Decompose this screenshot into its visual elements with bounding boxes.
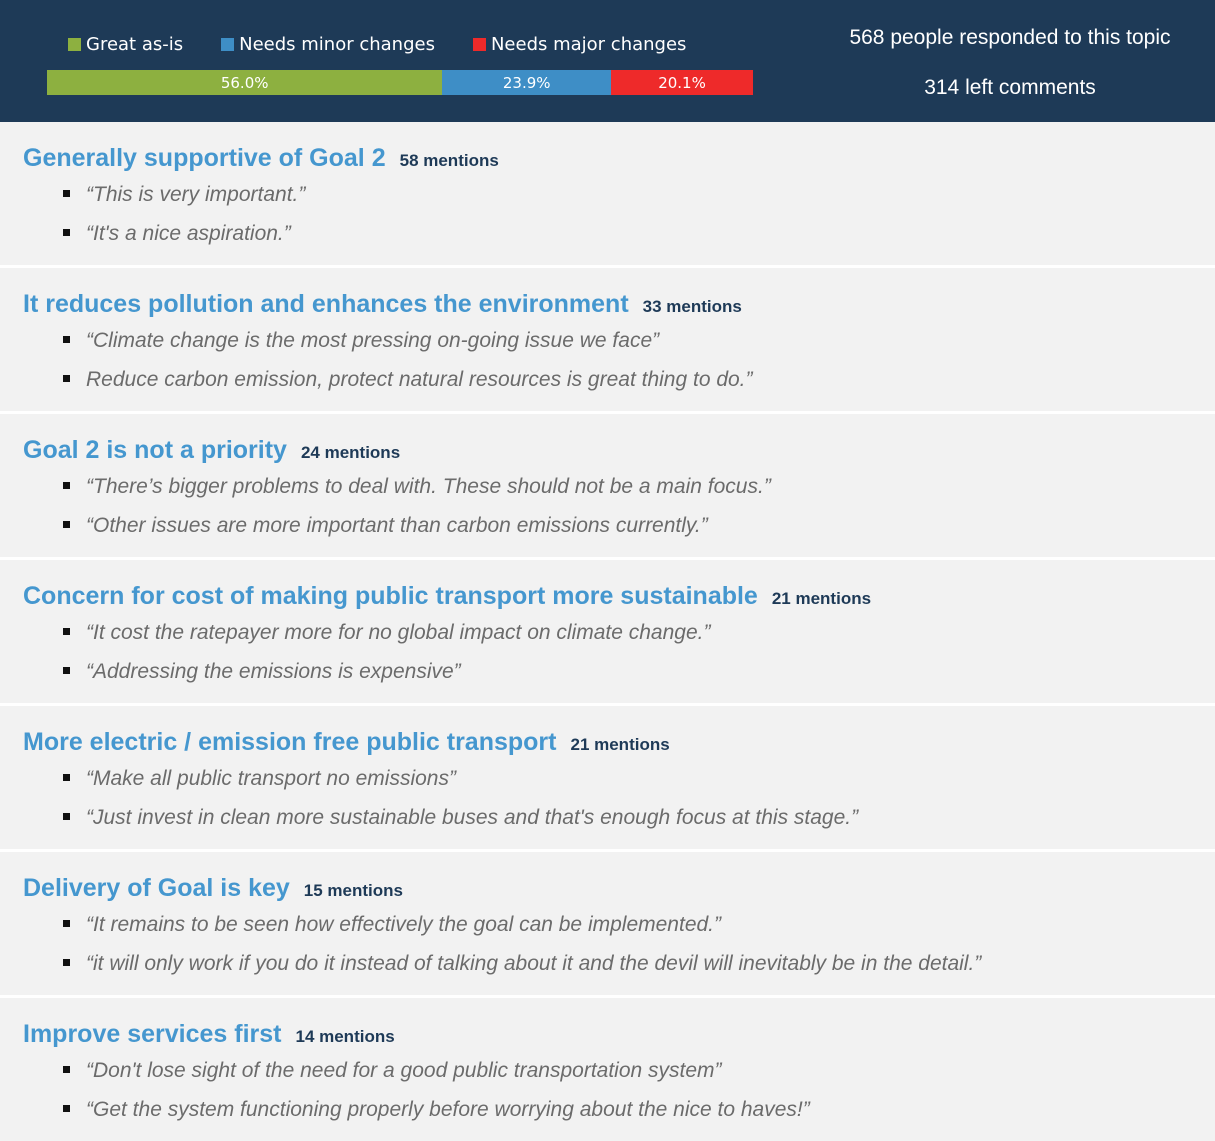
quote: “Addressing the emissions is expensive” xyxy=(63,656,1215,687)
theme: Improve services first 14 mentions “Don't … xyxy=(0,998,1215,1141)
mention-count: 24 mentions xyxy=(300,443,401,462)
quote-list: “This is very important.” “It's a nice as… xyxy=(23,179,1215,249)
mention-count: 15 mentions xyxy=(303,881,403,900)
theme: Goal 2 is not a priority 24 mentions “Ther… xyxy=(0,414,1215,560)
bar-segment: 20.1% xyxy=(611,70,753,95)
quote: “It remains to be seen how effectively t… xyxy=(63,909,1215,940)
quote: “Don't lose sight of the need for a good… xyxy=(63,1055,1215,1086)
quote-list: “There’s bigger problems to deal with. T… xyxy=(23,471,1215,541)
mention-count: 33 mentions xyxy=(642,297,742,316)
quote: “It's a nice aspiration.” xyxy=(63,218,1215,249)
legend-label: Needs major changes xyxy=(490,34,687,55)
value-label: 56.0% xyxy=(220,73,269,92)
quote-list: “Don't lose sight of the need for a good… xyxy=(23,1055,1215,1125)
legend-swatch xyxy=(68,38,81,51)
stat: 568 people responded to this topic xyxy=(849,26,1171,49)
stacked-bar: 56.0% 23.9% 20.1% xyxy=(47,70,753,95)
quote: “Climate change is the most pressing on-… xyxy=(63,325,1215,356)
theme: Concern for cost of making public transp… xyxy=(0,560,1215,706)
legend-label: Great as-is xyxy=(86,34,184,55)
theme: Generally supportive of Goal 2 58 mention… xyxy=(0,122,1215,268)
quote: Reduce carbon emission, protect natural … xyxy=(63,364,1215,395)
header: Great as-is Needs minor changes Needs majo… xyxy=(0,0,1215,122)
theme-heading: Goal 2 is not a priority 24 mentions xyxy=(23,436,1215,465)
legend: Great as-is Needs minor changes Needs majo… xyxy=(68,34,686,55)
theme-heading: More electric / emission free public tra… xyxy=(23,728,1215,757)
theme-title: Delivery of Goal is key xyxy=(23,874,290,902)
bar-segment: 23.9% xyxy=(442,70,612,95)
quote-list: “It cost the ratepayer more for no globa… xyxy=(23,617,1215,687)
quote-list: “Climate change is the most pressing on-… xyxy=(23,325,1215,395)
quote: “Get the system functioning properly bef… xyxy=(63,1094,1215,1125)
quote: “It cost the ratepayer more for no globa… xyxy=(63,617,1215,648)
quote: “There’s bigger problems to deal with. T… xyxy=(63,471,1215,502)
legend-swatch xyxy=(472,38,486,51)
quote: “Just invest in clean more sustainable b… xyxy=(63,802,1215,833)
theme-title: It reduces pollution and enhances the en… xyxy=(23,290,629,318)
quote-list: “Make all public transport no emissions”… xyxy=(23,763,1215,833)
quote-list: “It remains to be seen how effectively t… xyxy=(23,909,1215,979)
theme: It reduces pollution and enhances the en… xyxy=(0,268,1215,414)
quote: “Other issues are more important than ca… xyxy=(63,510,1215,541)
value-label: 20.1% xyxy=(658,73,706,92)
quote: “This is very important.” xyxy=(63,179,1215,210)
theme-title: Concern for cost of making public transp… xyxy=(23,582,758,610)
theme: More electric / emission free public tra… xyxy=(0,706,1215,852)
theme-title: More electric / emission free public tra… xyxy=(23,728,557,756)
legend-label: Needs minor changes xyxy=(239,34,435,55)
theme: Delivery of Goal is key 15 mentions “It re… xyxy=(0,852,1215,998)
theme-heading: Generally supportive of Goal 2 58 mention… xyxy=(23,144,1215,173)
quote: “Make all public transport no emissions” xyxy=(63,763,1215,794)
mention-count: 58 mentions xyxy=(399,151,499,170)
value-label: 23.9% xyxy=(502,73,551,92)
mention-count: 21 mentions xyxy=(570,735,670,754)
theme-heading: Concern for cost of making public transp… xyxy=(23,582,1215,611)
legend-item: Needs major changes xyxy=(472,34,687,55)
theme-title: Generally supportive of Goal 2 xyxy=(23,144,386,172)
theme-heading: Improve services first 14 mentions xyxy=(23,1020,1215,1049)
theme-title: Goal 2 is not a priority xyxy=(23,436,287,464)
bar-segment: 56.0% xyxy=(47,70,443,95)
legend-item: Great as-is xyxy=(68,34,183,55)
quote: “it will only work if you do it instead … xyxy=(63,948,1215,979)
legend-swatch xyxy=(221,38,235,51)
stat: 314 left comments xyxy=(924,76,1096,99)
theme-heading: Delivery of Goal is key 15 mentions xyxy=(23,874,1215,903)
legend-item: Needs minor changes xyxy=(221,34,435,55)
mention-count: 21 mentions xyxy=(771,589,872,608)
theme-heading: It reduces pollution and enhances the en… xyxy=(23,290,1215,319)
themes: Generally supportive of Goal 2 58 mention… xyxy=(0,122,1215,1141)
mention-count: 14 mentions xyxy=(295,1027,395,1046)
theme-title: Improve services first xyxy=(23,1020,282,1048)
